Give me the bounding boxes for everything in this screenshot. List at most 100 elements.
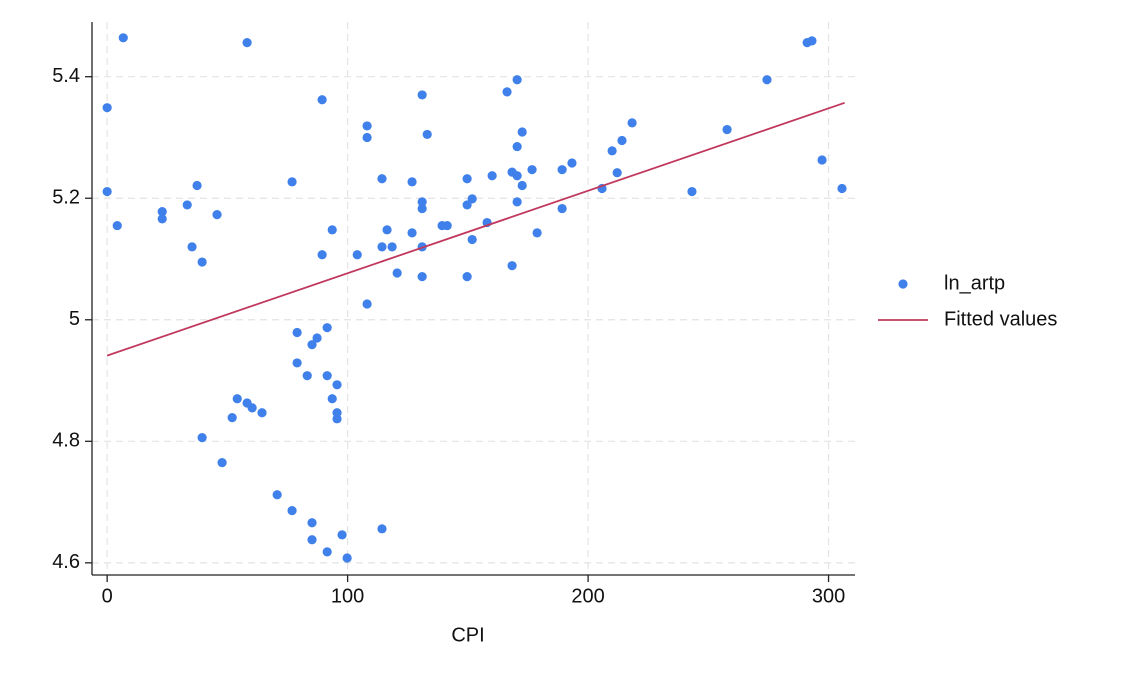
legend-label: ln_artp: [944, 272, 1005, 294]
point: [227, 413, 237, 423]
point: [212, 210, 222, 220]
point: [292, 358, 302, 368]
point: [362, 299, 372, 309]
point: [722, 124, 732, 135]
point: [387, 242, 397, 252]
point: [462, 200, 472, 210]
point: [102, 186, 112, 197]
x-tick-label: 200: [571, 585, 604, 607]
point: [407, 228, 417, 238]
point: [307, 340, 317, 350]
point: [292, 327, 302, 338]
point: [157, 214, 167, 224]
point: [247, 403, 257, 413]
point: [567, 158, 577, 168]
point: [417, 272, 427, 282]
point: [102, 103, 112, 113]
point: [242, 38, 252, 48]
point: [612, 168, 622, 178]
point: [377, 524, 387, 534]
point: [512, 141, 522, 152]
point: [517, 127, 527, 137]
x-axis-title: CPI: [451, 624, 484, 646]
y-tick-label: 5.2: [52, 187, 80, 209]
point: [272, 490, 282, 500]
point: [362, 121, 372, 131]
point: [512, 197, 522, 207]
point: [557, 165, 567, 175]
point: [512, 75, 522, 85]
point: [377, 174, 387, 184]
point: [337, 530, 347, 540]
point: [332, 380, 342, 390]
y-tick-label: 5.4: [52, 65, 80, 87]
point: [527, 165, 537, 175]
point: [837, 183, 847, 194]
point: [352, 250, 362, 260]
point: [377, 242, 387, 252]
point: [322, 547, 332, 557]
point: [197, 257, 207, 267]
x-tick-label: 100: [331, 585, 364, 607]
point: [462, 174, 472, 184]
point: [182, 200, 192, 210]
point: [532, 228, 542, 238]
point: [502, 87, 512, 97]
point: [187, 242, 197, 252]
point: [192, 180, 202, 191]
point: [617, 135, 627, 146]
point: [317, 95, 327, 105]
point: [382, 225, 392, 235]
point: [417, 197, 427, 207]
point: [512, 171, 522, 181]
point: [302, 371, 312, 381]
point: [257, 408, 267, 418]
point: [312, 333, 322, 343]
y-tick-label: 4.8: [52, 430, 80, 452]
point: [607, 146, 617, 156]
point: [467, 194, 477, 204]
legend-label: Fitted values: [944, 308, 1057, 330]
point: [392, 268, 402, 278]
point: [627, 118, 637, 128]
point: [327, 225, 337, 235]
y-tick-label: 4.6: [52, 551, 80, 573]
point: [462, 272, 472, 282]
point: [232, 394, 242, 404]
point: [442, 220, 452, 231]
point: [287, 177, 297, 187]
point: [762, 75, 772, 85]
point: [817, 155, 827, 165]
point: [517, 180, 527, 191]
point: [317, 250, 327, 260]
point: [322, 323, 332, 333]
point: [287, 505, 297, 516]
point: [112, 220, 122, 231]
point: [307, 518, 317, 528]
y-tick-label: 5: [69, 308, 80, 330]
point: [557, 203, 567, 214]
x-tick-label: 0: [102, 585, 113, 607]
point: [422, 129, 432, 140]
point: [197, 433, 207, 443]
point: [417, 203, 427, 214]
point: [417, 90, 427, 100]
x-tick-label: 300: [812, 585, 845, 607]
point: [307, 535, 317, 545]
fit-line: [106, 101, 845, 357]
point: [217, 457, 227, 468]
point: [322, 371, 332, 381]
point: [327, 394, 337, 404]
point: [687, 186, 697, 197]
point: [807, 36, 817, 46]
point: [157, 207, 167, 217]
point: [342, 553, 352, 563]
point: [407, 177, 417, 187]
point: [362, 132, 372, 143]
point: [118, 33, 128, 43]
point: [467, 234, 477, 245]
legend-marker: [898, 279, 908, 289]
point: [487, 171, 497, 181]
point: [507, 261, 517, 271]
